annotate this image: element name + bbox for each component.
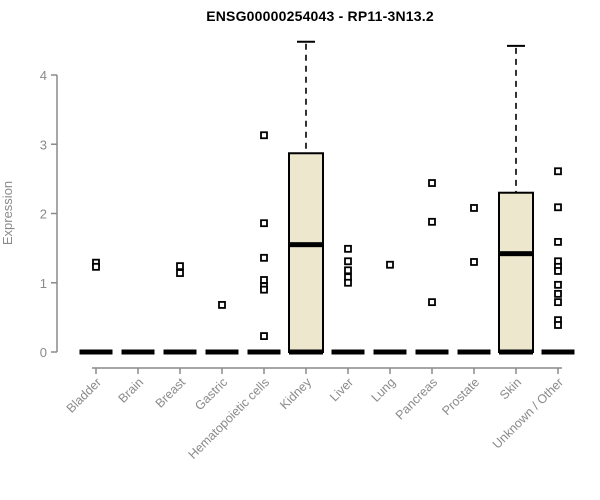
outlier-point-hematopoietic-cells bbox=[260, 276, 268, 284]
outlier-point-pancreas bbox=[428, 298, 436, 307]
x-tick-label-hematopoietic-cells: Hematopoietic cells bbox=[186, 375, 273, 462]
box-kidney bbox=[288, 152, 324, 353]
y-tick-label: 2 bbox=[40, 207, 47, 222]
outlier-point-hematopoietic-cells bbox=[260, 332, 268, 340]
outlier-point-hematopoietic-cells bbox=[260, 285, 268, 294]
x-tick-label-skin: Skin bbox=[497, 375, 524, 402]
outlier-point-unknown-other bbox=[554, 289, 562, 298]
median-hematopoietic-cells bbox=[247, 349, 281, 355]
median-pancreas bbox=[415, 349, 449, 355]
x-tick-label-bladder: Bladder bbox=[64, 375, 104, 415]
x-tick-label-liver: Liver bbox=[327, 375, 356, 404]
outlier-point-breast bbox=[176, 262, 184, 271]
outlier-point-prostate bbox=[470, 258, 478, 266]
outlier-point-unknown-other bbox=[554, 280, 562, 289]
outlier-point-hematopoietic-cells bbox=[260, 219, 268, 228]
y-tick-label: 3 bbox=[40, 137, 47, 152]
outlier-point-pancreas bbox=[428, 179, 436, 187]
x-tick-label-gastric: Gastric bbox=[192, 375, 230, 413]
y-tick-label: 1 bbox=[40, 276, 47, 291]
outlier-point-unknown-other bbox=[554, 203, 562, 212]
outlier-point-liver bbox=[344, 278, 352, 287]
x-tick-label-unknown-other: Unknown / Other bbox=[490, 375, 566, 451]
y-axis-label: Expression bbox=[0, 181, 15, 245]
box-bottom-skin bbox=[499, 349, 533, 355]
outlier-point-pancreas bbox=[428, 217, 436, 226]
median-liver bbox=[331, 349, 365, 355]
median-lung bbox=[373, 349, 407, 355]
box-bottom-kidney bbox=[289, 349, 323, 355]
outlier-point-liver bbox=[344, 266, 352, 275]
median-unknown-other bbox=[541, 349, 575, 355]
outlier-point-gastric bbox=[218, 301, 226, 309]
y-tick-label: 0 bbox=[40, 345, 47, 360]
outlier-point-prostate bbox=[470, 204, 478, 212]
y-tick-label: 4 bbox=[40, 68, 47, 83]
outlier-point-bladder bbox=[92, 262, 100, 271]
median-bladder bbox=[79, 349, 113, 355]
outlier-point-hematopoietic-cells bbox=[260, 253, 268, 262]
outlier-point-unknown-other bbox=[554, 298, 562, 307]
median-breast bbox=[163, 349, 197, 355]
outlier-point-unknown-other bbox=[554, 167, 562, 176]
x-tick-label-lung: Lung bbox=[369, 375, 399, 405]
x-tick-label-kidney: Kidney bbox=[277, 375, 314, 412]
outlier-point-unknown-other bbox=[554, 321, 562, 329]
outlier-point-hematopoietic-cells bbox=[260, 131, 268, 140]
median-gastric bbox=[205, 349, 239, 355]
median-skin bbox=[499, 251, 533, 257]
x-tick-label-pancreas: Pancreas bbox=[393, 375, 440, 422]
chart-title: ENSG00000254043 - RP11-3N13.2 bbox=[206, 8, 434, 24]
outlier-point-unknown-other bbox=[554, 267, 562, 275]
outlier-point-liver bbox=[344, 244, 352, 253]
outlier-point-liver bbox=[344, 257, 352, 266]
median-kidney bbox=[289, 242, 323, 248]
outlier-point-unknown-other bbox=[554, 237, 562, 246]
x-tick-label-breast: Breast bbox=[153, 375, 189, 411]
median-prostate bbox=[457, 349, 491, 355]
x-tick-label-prostate: Prostate bbox=[439, 375, 482, 418]
x-tick-label-brain: Brain bbox=[116, 375, 147, 406]
outlier-point-breast bbox=[176, 269, 184, 277]
outlier-point-lung bbox=[386, 260, 394, 269]
median-brain bbox=[121, 349, 155, 355]
box-skin bbox=[498, 191, 534, 353]
